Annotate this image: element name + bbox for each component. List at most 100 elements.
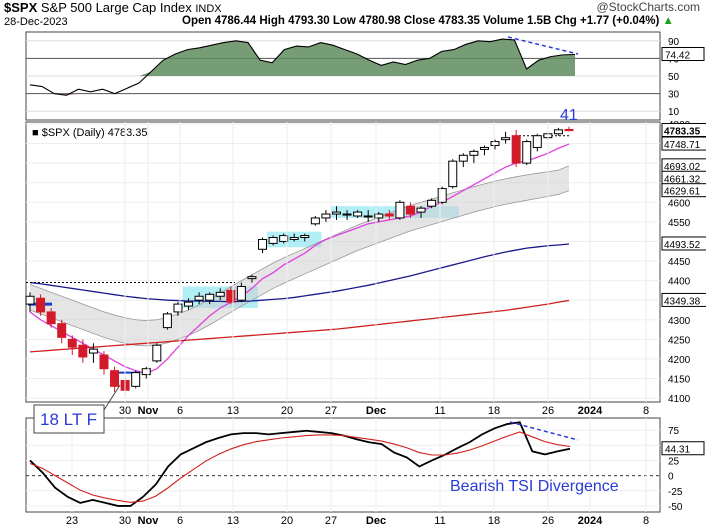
price-panel-title: ■ $SPX (Daily) 4783.35 xyxy=(32,127,147,139)
tsi-tick-label: 25 xyxy=(668,456,680,467)
price-x-label: Nov xyxy=(138,405,160,417)
candle-body xyxy=(131,372,141,387)
price-tick-label: 4600 xyxy=(668,198,691,209)
candle-body xyxy=(78,344,88,358)
price-value-box xyxy=(661,236,706,251)
price-x-label: 27 xyxy=(325,405,337,417)
candle-body xyxy=(374,213,384,219)
price-frame xyxy=(25,121,661,403)
rsi-last-label: 74.42 xyxy=(665,51,690,62)
price-value-label: 4661.32 xyxy=(664,174,701,185)
price-x-label: 20 xyxy=(281,405,293,417)
candle-body xyxy=(469,150,479,156)
candle-body xyxy=(490,141,500,146)
tsi-tick-label: -50 xyxy=(668,502,683,513)
tsi-tick-label: 75 xyxy=(668,426,680,437)
price-tick-label: 4450 xyxy=(668,257,691,268)
tsi-divergence-label: Bearish TSI Divergence xyxy=(450,478,619,495)
price-value-label: 4493.52 xyxy=(664,240,701,251)
tsi-divergence-arrow xyxy=(509,421,579,441)
price-value-label: 4748.71 xyxy=(664,140,701,151)
candle-body xyxy=(342,213,352,216)
lt-box-label: 18 LT F xyxy=(40,410,97,429)
candle-body xyxy=(205,293,215,301)
candle-body xyxy=(141,368,151,376)
candle-body xyxy=(395,201,405,219)
tsi-x-label: Nov xyxy=(138,515,160,527)
price-tick-label: 4150 xyxy=(668,375,691,386)
price-x-label: 26 xyxy=(542,405,554,417)
candle-body xyxy=(88,348,98,354)
candle-body xyxy=(99,354,109,370)
candle-body xyxy=(247,276,257,280)
keltner-line xyxy=(29,165,570,321)
candle-body xyxy=(479,146,489,150)
candle-body xyxy=(57,323,67,338)
index-name: S&P 500 Large Cap Index xyxy=(40,0,192,15)
candle-body xyxy=(300,235,310,239)
price-value-label: 4783.35 xyxy=(664,126,701,137)
tsi-x-label: 11 xyxy=(434,515,445,527)
price-panel: 4100415042004250430043504400445045004550… xyxy=(25,120,706,417)
watermark: @StockCharts.com xyxy=(596,0,700,14)
candle-body xyxy=(36,297,46,313)
tsi-x-label: 6 xyxy=(177,515,183,527)
exchange: INDX xyxy=(195,3,222,15)
candle-body xyxy=(226,289,236,303)
tsi-x-label: 20 xyxy=(281,515,293,527)
tsi-x-label: 2024 xyxy=(578,515,603,527)
candle-body xyxy=(522,141,532,164)
price-x-label: Dec xyxy=(366,405,386,417)
candle-body xyxy=(236,285,246,301)
tsi-last-label: 44.31 xyxy=(665,445,690,456)
candle-body xyxy=(321,213,331,219)
lt-pointer xyxy=(103,384,121,411)
candle-body xyxy=(553,129,563,135)
tsi-x-label: 23 xyxy=(66,515,78,527)
candle-body xyxy=(67,338,77,348)
candle-body xyxy=(363,215,373,218)
tsi-tick-label: -25 xyxy=(668,487,683,498)
tsi-series-line xyxy=(29,431,571,503)
price-tick-label: 4100 xyxy=(668,394,691,405)
candle-body xyxy=(353,211,363,217)
price-x-label: 13 xyxy=(227,405,239,417)
rsi-last-box xyxy=(661,47,705,62)
price-value-label: 4693.02 xyxy=(664,162,701,173)
candle-body xyxy=(268,237,278,244)
candle-body xyxy=(458,154,468,162)
candle-body xyxy=(416,207,426,213)
tsi-series-line xyxy=(29,421,571,507)
ma-line xyxy=(29,299,570,353)
candle-body xyxy=(310,217,320,225)
count-41-label: 41 xyxy=(560,107,578,124)
candle-body xyxy=(152,344,162,362)
price-x-label: 11 xyxy=(434,405,445,417)
tsi-last-box xyxy=(661,441,705,456)
candle-body xyxy=(173,303,183,313)
candle-body xyxy=(405,205,415,215)
ma-line xyxy=(29,143,570,375)
up-triangle-icon: ▲ xyxy=(662,15,674,27)
rsi-tick-label: 50 xyxy=(668,72,680,83)
tsi-x-label: 8 xyxy=(643,515,649,527)
candle-body xyxy=(384,213,394,217)
tsi-panel: -50-2502550752330Nov6132027Dec1118262024… xyxy=(25,417,705,527)
rsi-tick-label: 90 xyxy=(668,37,680,48)
rsi-tick-label: 30 xyxy=(668,90,680,101)
price-x-label: 8 xyxy=(643,405,649,417)
price-tick-label: 4300 xyxy=(668,316,691,327)
candle-body xyxy=(46,311,56,325)
tsi-x-label: 26 xyxy=(542,515,554,527)
price-tick-label: 4200 xyxy=(668,355,691,366)
rsi-divergence-arrow xyxy=(507,36,579,55)
price-value-box xyxy=(661,183,706,198)
candle-body xyxy=(110,370,120,387)
ohlc-values: Open 4786.44 High 4793.30 Low 4780.98 Cl… xyxy=(182,15,660,27)
rsi-line xyxy=(29,38,576,96)
candle-body xyxy=(25,295,35,305)
rsi-tick-label: 10 xyxy=(668,107,680,118)
candle-body xyxy=(437,188,447,203)
candle-body xyxy=(564,128,574,132)
